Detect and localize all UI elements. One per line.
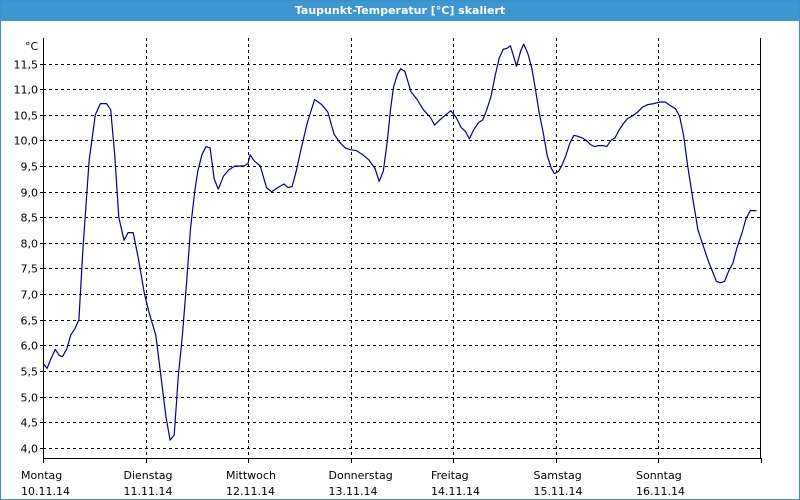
series <box>42 43 757 441</box>
x-tick-day: Sonntag <box>636 469 682 482</box>
x-tick-date: 14.11.14 <box>431 485 480 498</box>
x-tick-day: Mittwoch <box>226 469 276 482</box>
y-tick-label: 5,5 <box>21 366 39 379</box>
y-tick-label: 6,0 <box>21 340 39 353</box>
y-tick-label: 9,0 <box>21 187 39 200</box>
y-tick-label: 10,5 <box>14 110 39 123</box>
x-tick-day: Dienstag <box>124 469 173 482</box>
y-tick-label: 8,0 <box>21 238 39 251</box>
y-tick-label: 4,5 <box>21 417 39 430</box>
x-tick-day: Samstag <box>534 469 582 482</box>
series-line <box>42 43 757 441</box>
y-tick-label: 5,0 <box>21 392 39 405</box>
y-unit-label: °C <box>25 40 39 53</box>
y-tick-label: 8,5 <box>21 212 39 225</box>
x-tick-date: 13.11.14 <box>329 485 378 498</box>
x-tick-day: Freitag <box>431 469 469 482</box>
dewpoint-chart: 4,0 4,5 5,0 5,5 6,0 6,5 7,0 7,5 8,0 8,5 9,0 9,5 10,0… <box>14 38 762 498</box>
x-tick-day: Montag <box>21 469 62 482</box>
y-tick-label: 9,5 <box>21 161 39 174</box>
y-tick-label: 11,5 <box>14 59 39 72</box>
x-tick-day: Donnerstag <box>329 469 393 482</box>
grid <box>43 38 760 458</box>
axes <box>40 38 762 463</box>
window-title: Taupunkt-Temperatur [°C] skaliert <box>1 1 799 21</box>
y-tick-label: 10,0 <box>14 135 39 148</box>
x-tick-date: 12.11.14 <box>226 485 275 498</box>
y-tick-label: 7,0 <box>21 289 39 302</box>
y-tick-label: 4,0 <box>21 443 39 456</box>
y-tick-label: 11,0 <box>14 84 39 97</box>
x-tick-date: 11.11.14 <box>124 485 173 498</box>
y-tick-label: 7,5 <box>21 263 39 276</box>
x-tick-date: 10.11.14 <box>21 485 70 498</box>
tick-labels: 4,0 4,5 5,0 5,5 6,0 6,5 7,0 7,5 8,0 8,5 9,0 9,5 10,0… <box>14 40 685 498</box>
y-tick-label: 6,5 <box>21 315 39 328</box>
x-tick-date: 16.11.14 <box>636 485 685 498</box>
x-tick-date: 15.11.14 <box>534 485 583 498</box>
